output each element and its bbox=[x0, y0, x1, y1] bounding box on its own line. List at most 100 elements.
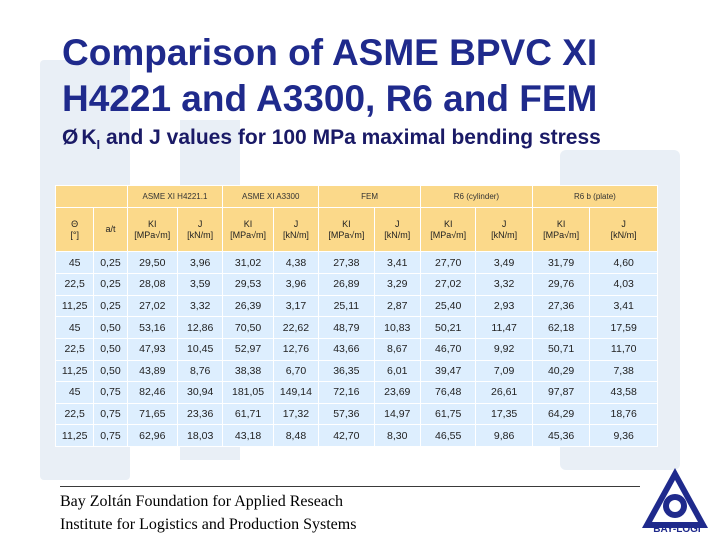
value-cell: 7,09 bbox=[475, 359, 533, 383]
theta-cell: 11,25 bbox=[54, 294, 95, 318]
footer-line-2: Institute for Logistics and Production S… bbox=[60, 516, 357, 533]
table-header-corner bbox=[55, 185, 128, 208]
value-cell: 3,96 bbox=[176, 251, 224, 275]
j-header: J [kN/m] bbox=[475, 206, 533, 253]
value-cell: 8,30 bbox=[373, 424, 421, 447]
value-cell: 50,71 bbox=[531, 337, 591, 361]
value-cell: 62,18 bbox=[531, 316, 591, 339]
value-cell: 25,11 bbox=[318, 294, 375, 318]
at-cell: 0,75 bbox=[93, 402, 128, 426]
value-cell: 17,35 bbox=[475, 402, 533, 426]
value-cell: 181,05 bbox=[222, 381, 274, 404]
value-cell: 3,41 bbox=[589, 294, 658, 318]
value-cell: 43,18 bbox=[222, 424, 274, 447]
title-line-2: H4221 and A3300, R6 and FEM bbox=[62, 78, 598, 119]
value-cell: 9,92 bbox=[475, 337, 533, 361]
at-cell: 0,75 bbox=[93, 381, 128, 404]
value-cell: 149,14 bbox=[272, 381, 320, 404]
value-cell: 25,40 bbox=[419, 294, 477, 318]
value-cell: 64,29 bbox=[531, 402, 591, 426]
value-cell: 29,76 bbox=[531, 273, 591, 296]
value-cell: 50,21 bbox=[419, 316, 477, 339]
value-cell: 12,76 bbox=[272, 337, 320, 361]
value-cell: 48,79 bbox=[318, 316, 375, 339]
theta-header: Θ [°] bbox=[54, 206, 95, 253]
value-cell: 23,36 bbox=[176, 402, 224, 426]
at-cell: 0,25 bbox=[93, 294, 128, 318]
table-row: 22,5 0,50 47,93 10,45 52,97 12,76 43,66 8,67 46,… bbox=[54, 337, 658, 361]
value-cell: 14,97 bbox=[373, 402, 421, 426]
value-cell: 2,87 bbox=[373, 294, 421, 318]
table-column-header-row: Θ [°] a/t KI [MPa√m] J [kN/m] KI [MPa√m] J [k… bbox=[54, 206, 658, 253]
value-cell: 8,67 bbox=[373, 337, 421, 361]
slide-title: Comparison of ASME BPVC XI H4221 and A33… bbox=[62, 30, 702, 122]
logo-text: BAY-LOGI bbox=[653, 524, 701, 535]
bullet-arrow-icon: Ø bbox=[62, 126, 79, 149]
subtitle-bullet: Ø KI and J values for 100 MPa maximal ben… bbox=[62, 126, 712, 152]
value-cell: 43,66 bbox=[318, 337, 375, 361]
value-cell: 10,45 bbox=[176, 337, 224, 361]
value-cell: 8,48 bbox=[272, 424, 320, 447]
title-line-1: Comparison of ASME BPVC XI bbox=[62, 32, 598, 73]
value-cell: 46,55 bbox=[419, 424, 477, 447]
at-cell: 0,50 bbox=[93, 337, 128, 361]
value-cell: 71,65 bbox=[126, 402, 178, 426]
value-cell: 3,32 bbox=[475, 273, 533, 296]
value-cell: 18,76 bbox=[589, 402, 658, 426]
at-cell: 0,75 bbox=[93, 424, 128, 447]
table-row: 22,5 0,25 28,08 3,59 29,53 3,96 26,89 3,29 27,02… bbox=[54, 273, 658, 296]
group-header: FEM bbox=[318, 185, 421, 208]
value-cell: 4,60 bbox=[589, 251, 658, 275]
value-cell: 3,96 bbox=[272, 273, 320, 296]
table-row: 11,25 0,25 27,02 3,32 26,39 3,17 25,11 2,87 25,4… bbox=[54, 294, 658, 318]
footer-line-1: Bay Zoltán Foundation for Applied Reseac… bbox=[60, 493, 344, 510]
value-cell: 27,02 bbox=[419, 273, 477, 296]
value-cell: 3,29 bbox=[373, 273, 421, 296]
value-cell: 11,47 bbox=[475, 316, 533, 339]
value-cell: 43,58 bbox=[589, 381, 658, 404]
value-cell: 62,96 bbox=[126, 424, 178, 447]
at-header: a/t bbox=[93, 206, 128, 253]
j-header: J [kN/m] bbox=[272, 206, 320, 253]
value-cell: 4,38 bbox=[272, 251, 320, 275]
theta-cell: 11,25 bbox=[54, 359, 95, 383]
group-header: R6 b (plate) bbox=[531, 185, 659, 208]
value-cell: 3,59 bbox=[176, 273, 224, 296]
value-cell: 23,69 bbox=[373, 381, 421, 404]
value-cell: 2,93 bbox=[475, 294, 533, 318]
j-header: J [kN/m] bbox=[176, 206, 224, 253]
value-cell: 17,59 bbox=[589, 316, 658, 339]
theta-cell: 45 bbox=[54, 381, 95, 404]
group-header: R6 (cylinder) bbox=[419, 185, 533, 208]
at-cell: 0,50 bbox=[93, 359, 128, 383]
value-cell: 27,02 bbox=[126, 294, 178, 318]
value-cell: 46,70 bbox=[419, 337, 477, 361]
value-cell: 3,49 bbox=[475, 251, 533, 275]
k-header: KI [MPa√m] bbox=[419, 206, 477, 253]
value-cell: 12,86 bbox=[176, 316, 224, 339]
j-header: J [kN/m] bbox=[589, 206, 658, 253]
group-header: ASME XI H4221.1 bbox=[126, 185, 224, 208]
value-cell: 3,41 bbox=[373, 251, 421, 275]
value-cell: 82,46 bbox=[126, 381, 178, 404]
value-cell: 45,36 bbox=[531, 424, 591, 447]
value-cell: 6,70 bbox=[272, 359, 320, 383]
table-group-header-row: ASME XI H4221.1 ASME XI A3300 FEM R6 (cy… bbox=[55, 185, 659, 208]
table-row: 45 0,50 53,16 12,86 70,50 22,62 48,79 10,83 50,2… bbox=[54, 316, 658, 339]
k-header: KI [MPa√m] bbox=[318, 206, 375, 253]
group-header: ASME XI A3300 bbox=[222, 185, 320, 208]
table-row: 22,5 0,75 71,65 23,36 61,71 17,32 57,36 14,97 61… bbox=[54, 402, 658, 426]
value-cell: 3,17 bbox=[272, 294, 320, 318]
theta-cell: 11,25 bbox=[54, 424, 95, 447]
comparison-table: ASME XI H4221.1 ASME XI A3300 FEM R6 (cy… bbox=[54, 185, 659, 447]
comparison-table-container: ASME XI H4221.1 ASME XI A3300 FEM R6 (cy… bbox=[54, 185, 659, 447]
value-cell: 26,89 bbox=[318, 273, 375, 296]
value-cell: 70,50 bbox=[222, 316, 274, 339]
value-cell: 18,03 bbox=[176, 424, 224, 447]
value-cell: 43,89 bbox=[126, 359, 178, 383]
value-cell: 29,50 bbox=[126, 251, 178, 275]
value-cell: 27,70 bbox=[419, 251, 477, 275]
theta-cell: 22,5 bbox=[54, 337, 95, 361]
k-header: KI [MPa√m] bbox=[126, 206, 178, 253]
value-cell: 28,08 bbox=[126, 273, 178, 296]
